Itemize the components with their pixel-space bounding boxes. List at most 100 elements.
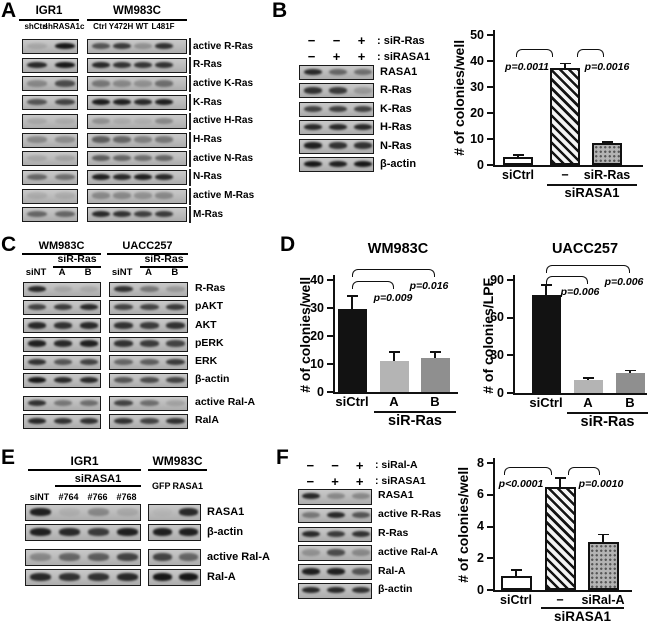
blot-row-label: N-Ras bbox=[380, 139, 412, 152]
blot-box bbox=[22, 57, 78, 73]
protein-band bbox=[26, 61, 48, 68]
y-tick bbox=[487, 34, 495, 36]
protein-band bbox=[27, 340, 47, 347]
protein-band bbox=[166, 376, 186, 384]
x-axis-label: siCtrl bbox=[529, 395, 563, 410]
significance-bracket bbox=[352, 269, 435, 277]
protein-band bbox=[113, 322, 133, 329]
protein-band bbox=[155, 155, 173, 162]
y-tick-label: 50 bbox=[470, 27, 484, 42]
protein-band bbox=[328, 105, 347, 112]
y-tick-label: 30 bbox=[310, 300, 324, 315]
protein-band bbox=[26, 192, 48, 199]
protein-band bbox=[113, 61, 131, 68]
error-bar bbox=[602, 534, 604, 545]
protein-band bbox=[113, 285, 133, 293]
bar bbox=[587, 542, 619, 590]
subgroup-header: siRASA1 bbox=[55, 473, 141, 488]
bar bbox=[420, 358, 450, 392]
condition-sign: + bbox=[357, 49, 366, 64]
protein-band bbox=[113, 80, 131, 87]
y-tick bbox=[507, 392, 515, 394]
y-tick-label: 6 bbox=[477, 487, 484, 502]
protein-band bbox=[79, 340, 99, 347]
protein-band bbox=[92, 80, 110, 87]
bar bbox=[615, 372, 645, 393]
blot-box bbox=[148, 549, 201, 566]
error-bar-cap bbox=[540, 284, 552, 286]
y-tick-label: 0 bbox=[317, 384, 324, 399]
error-bar-cap bbox=[554, 477, 566, 479]
y-tick bbox=[487, 589, 495, 591]
group-header-uacc257: UACC257 bbox=[107, 240, 188, 256]
panel-f-letter: F bbox=[276, 446, 289, 469]
blot-box bbox=[298, 545, 372, 561]
protein-band bbox=[79, 285, 99, 293]
y-axis bbox=[513, 275, 515, 393]
y-tick-label: 60 bbox=[490, 310, 504, 325]
y-axis-title: # of colonies/well bbox=[451, 39, 468, 156]
blot-box bbox=[299, 83, 374, 99]
protein-band bbox=[155, 136, 173, 143]
blot-box bbox=[22, 113, 78, 129]
protein-band bbox=[54, 173, 76, 181]
blot-row-label: H-Ras bbox=[193, 134, 222, 145]
protein-band bbox=[79, 399, 99, 406]
blot-box bbox=[22, 207, 78, 223]
protein-band bbox=[113, 340, 133, 347]
protein-band bbox=[26, 136, 48, 143]
protein-band bbox=[303, 105, 322, 112]
protein-band bbox=[140, 285, 159, 293]
protein-band bbox=[166, 399, 186, 406]
protein-band bbox=[59, 573, 80, 581]
protein-band bbox=[113, 417, 133, 425]
blot-row-label: ERK bbox=[195, 355, 218, 367]
protein-band bbox=[353, 68, 372, 76]
blot-row-label: pERK bbox=[195, 336, 224, 349]
protein-band bbox=[53, 322, 73, 329]
x-axis-label: siR-Ras bbox=[583, 168, 631, 182]
x-axis-label: siCtrl bbox=[500, 593, 532, 607]
protein-band bbox=[92, 98, 110, 106]
blot-row-label: active Ral-A bbox=[207, 550, 270, 563]
group-header-wm983c: WM983C bbox=[148, 454, 207, 472]
blot-box bbox=[298, 583, 372, 599]
y-tick bbox=[327, 391, 335, 393]
blot-row-label: R-Ras bbox=[193, 59, 222, 71]
protein-band bbox=[117, 528, 138, 536]
bar bbox=[531, 295, 561, 393]
protein-band bbox=[351, 492, 370, 500]
y-tick bbox=[487, 60, 495, 62]
protein-band bbox=[327, 586, 345, 594]
y-tick-label: 10 bbox=[470, 131, 484, 146]
bar bbox=[550, 67, 580, 165]
error-bar-cap bbox=[559, 62, 571, 65]
blot-row-label: M-Ras bbox=[193, 208, 224, 220]
p-value-label: p=0.0010 bbox=[578, 478, 624, 490]
error-bar-cap bbox=[512, 154, 524, 157]
blot-box bbox=[25, 549, 141, 566]
lane-label: RASA1 bbox=[172, 481, 203, 491]
blot-row-label: active R-Ras bbox=[193, 40, 254, 52]
condition-sign: − bbox=[307, 49, 316, 64]
protein-band bbox=[113, 358, 133, 365]
error-bar bbox=[434, 352, 436, 361]
protein-band bbox=[27, 376, 47, 384]
blot-box bbox=[298, 489, 372, 505]
lane-label: A bbox=[145, 267, 152, 278]
protein-band bbox=[353, 105, 372, 112]
protein-band bbox=[79, 322, 99, 329]
protein-band bbox=[353, 87, 372, 94]
blot-box bbox=[23, 395, 101, 411]
protein-band bbox=[152, 573, 172, 581]
protein-band bbox=[140, 322, 159, 329]
y-tick bbox=[487, 86, 495, 88]
protein-band bbox=[92, 155, 110, 162]
protein-band bbox=[166, 304, 186, 311]
x-axis-label: B bbox=[430, 394, 440, 409]
protein-band bbox=[92, 211, 110, 218]
y-tick-label: 0 bbox=[497, 385, 504, 400]
blot-box bbox=[22, 132, 78, 148]
group-label: siR-Ras bbox=[388, 413, 442, 429]
protein-band bbox=[303, 124, 322, 131]
